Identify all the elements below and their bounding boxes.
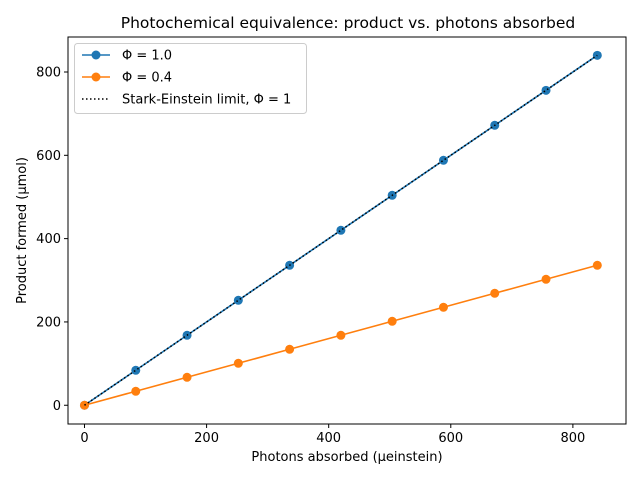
x-tick-label: 0 bbox=[80, 431, 88, 446]
chart-title: Photochemical equivalence: product vs. p… bbox=[121, 14, 575, 32]
data-point bbox=[131, 386, 141, 396]
data-point bbox=[541, 85, 551, 95]
data-point bbox=[336, 225, 346, 235]
data-point bbox=[233, 295, 243, 305]
data-point bbox=[233, 358, 243, 368]
x-tick-label: 200 bbox=[194, 431, 219, 446]
data-point bbox=[541, 274, 551, 284]
y-tick-label: 0 bbox=[53, 399, 61, 414]
legend-marker bbox=[91, 72, 101, 82]
legend-frame bbox=[74, 43, 307, 114]
data-point bbox=[285, 344, 295, 354]
axes-frame bbox=[67, 36, 627, 425]
y-axis-label: Product formed (μmol) bbox=[15, 157, 30, 304]
legend-item-2: Φ = 0.4 bbox=[82, 71, 172, 86]
series-layer bbox=[79, 50, 602, 410]
y-tick-label: 600 bbox=[36, 149, 61, 164]
data-point bbox=[336, 330, 346, 340]
legend-label: Stark-Einstein limit, Φ = 1 bbox=[122, 93, 291, 108]
series-2 bbox=[79, 260, 602, 410]
x-tick-label: 800 bbox=[560, 431, 585, 446]
legend-item-3: Stark-Einstein limit, Φ = 1 bbox=[82, 93, 291, 108]
legend-item-1: Φ = 1.0 bbox=[82, 49, 172, 64]
data-point bbox=[490, 288, 500, 298]
series-3 bbox=[84, 54, 598, 406]
x-tick-label: 600 bbox=[438, 431, 463, 446]
axes-layer: 0 200 400 600 800 0 200 400 600 800 bbox=[36, 36, 627, 446]
x-tick-label: 400 bbox=[316, 431, 341, 446]
y-tick-label: 200 bbox=[36, 315, 61, 330]
data-point bbox=[438, 302, 448, 312]
series-line-3 bbox=[84, 54, 598, 406]
legend-marker bbox=[91, 50, 101, 60]
data-point bbox=[592, 260, 602, 270]
legend-label: Φ = 0.4 bbox=[122, 71, 172, 86]
data-point bbox=[387, 316, 397, 326]
data-point bbox=[131, 365, 141, 375]
legend-label: Φ = 1.0 bbox=[122, 49, 172, 64]
x-axis-label: Photons absorbed (μeinstein) bbox=[251, 450, 442, 465]
data-point bbox=[438, 155, 448, 165]
data-point bbox=[182, 372, 192, 382]
y-tick-label: 800 bbox=[36, 65, 61, 80]
y-tick-label: 400 bbox=[36, 232, 61, 247]
legend: Φ = 1.0 Φ = 0.4 Stark-Einstein limit, Φ = … bbox=[74, 43, 307, 114]
